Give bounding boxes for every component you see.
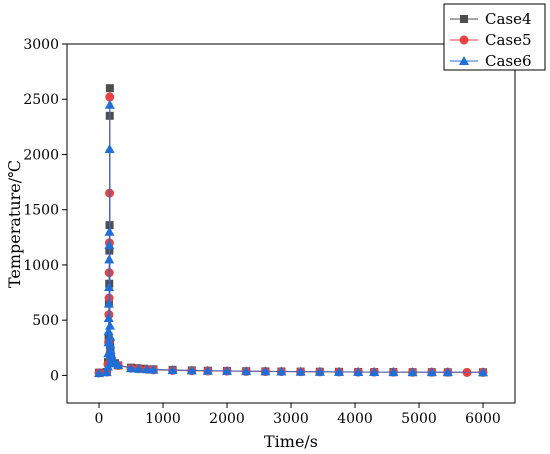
data-point-case6 (102, 361, 113, 371)
y-tick-label: 3000 (23, 37, 59, 53)
data-point-case6 (260, 366, 271, 376)
data-point-case6 (113, 359, 124, 369)
data-point-case6 (369, 366, 380, 376)
data-point-case6 (442, 367, 453, 377)
x-axis-title: Time/s (264, 432, 318, 451)
data-point-case6 (334, 366, 344, 376)
data-point-case6 (407, 367, 418, 377)
y-tick-label: 500 (32, 313, 59, 329)
data-point-case6 (104, 254, 115, 264)
data-point-case6 (314, 366, 325, 376)
data-point-case6 (94, 368, 104, 378)
y-tick-label: 1000 (23, 258, 59, 274)
x-tick-label: 6000 (465, 411, 501, 427)
x-tick-label: 1000 (145, 411, 181, 427)
data-point-case6 (103, 312, 114, 322)
data-point-case6 (104, 143, 115, 153)
y-tick-label: 2500 (23, 92, 59, 108)
data-point-case6 (167, 365, 178, 375)
series-line-case5 (98, 97, 483, 374)
data-point-case6 (104, 282, 115, 292)
data-point-case6 (133, 363, 144, 373)
data-point-case6 (295, 366, 306, 376)
y-tick-label: 1500 (23, 203, 59, 219)
legend: Case4 Case5 Case6 (443, 3, 546, 71)
legend-marker-case5 (459, 35, 469, 45)
data-point-case6 (104, 226, 115, 236)
x-tick-label: 2000 (209, 411, 245, 427)
legend-label-case6: Case6 (485, 52, 532, 70)
x-tick-label: 4000 (337, 411, 373, 427)
legend-items: Case4 Case5 Case6 (450, 10, 532, 70)
data-point-case6 (103, 298, 114, 308)
data-point-case6 (103, 326, 114, 336)
data-point-case6 (101, 367, 112, 377)
y-tick-label: 2000 (23, 147, 59, 163)
series-layer (94, 84, 488, 378)
y-tick-label: 0 (50, 368, 59, 384)
data-point-case6 (104, 99, 115, 109)
data-point-case6 (186, 365, 197, 375)
data-point-case6 (148, 364, 159, 374)
data-point-case6 (241, 366, 252, 376)
x-tick-label: 5000 (401, 411, 437, 427)
legend-label-case4: Case4 (485, 10, 532, 28)
legend-item-case6: Case6 (450, 52, 532, 70)
x-tick-label: 0 (95, 411, 104, 427)
legend-item-case5: Case5 (450, 31, 532, 49)
data-point-case6 (105, 339, 116, 349)
data-point-case6 (426, 367, 437, 377)
data-point-case4 (105, 84, 114, 93)
series-line-case6 (98, 104, 484, 374)
axis-layer: 0 1000 2000 3000 4000 5000 6000 0 500 1000 1500 200… (23, 37, 500, 427)
y-axis-title: Temperature/℃ (5, 160, 24, 288)
data-point-case6 (388, 367, 399, 377)
data-point-case6 (276, 366, 287, 376)
data-point-case6 (126, 363, 136, 373)
legend-label-case5: Case5 (485, 31, 532, 49)
plot-frame (66, 43, 516, 404)
data-point-case6 (202, 365, 213, 375)
legend-marker-case6 (459, 56, 469, 65)
data-point-case6 (478, 367, 488, 377)
series-case4 (95, 84, 487, 377)
data-point-case5 (105, 92, 115, 102)
data-point-case6 (105, 331, 116, 341)
data-point-case6 (142, 364, 152, 374)
series-case6 (94, 99, 488, 378)
legend-item-case4: Case4 (450, 10, 532, 28)
x-tick-label: 3000 (273, 411, 309, 427)
series-line-case4 (98, 88, 483, 374)
series-case5 (94, 92, 488, 378)
data-point-case6 (104, 240, 115, 250)
legend-marker-case4 (460, 15, 468, 23)
data-point-case6 (353, 366, 364, 376)
data-point-case6 (105, 320, 116, 330)
data-point-case6 (222, 365, 232, 375)
